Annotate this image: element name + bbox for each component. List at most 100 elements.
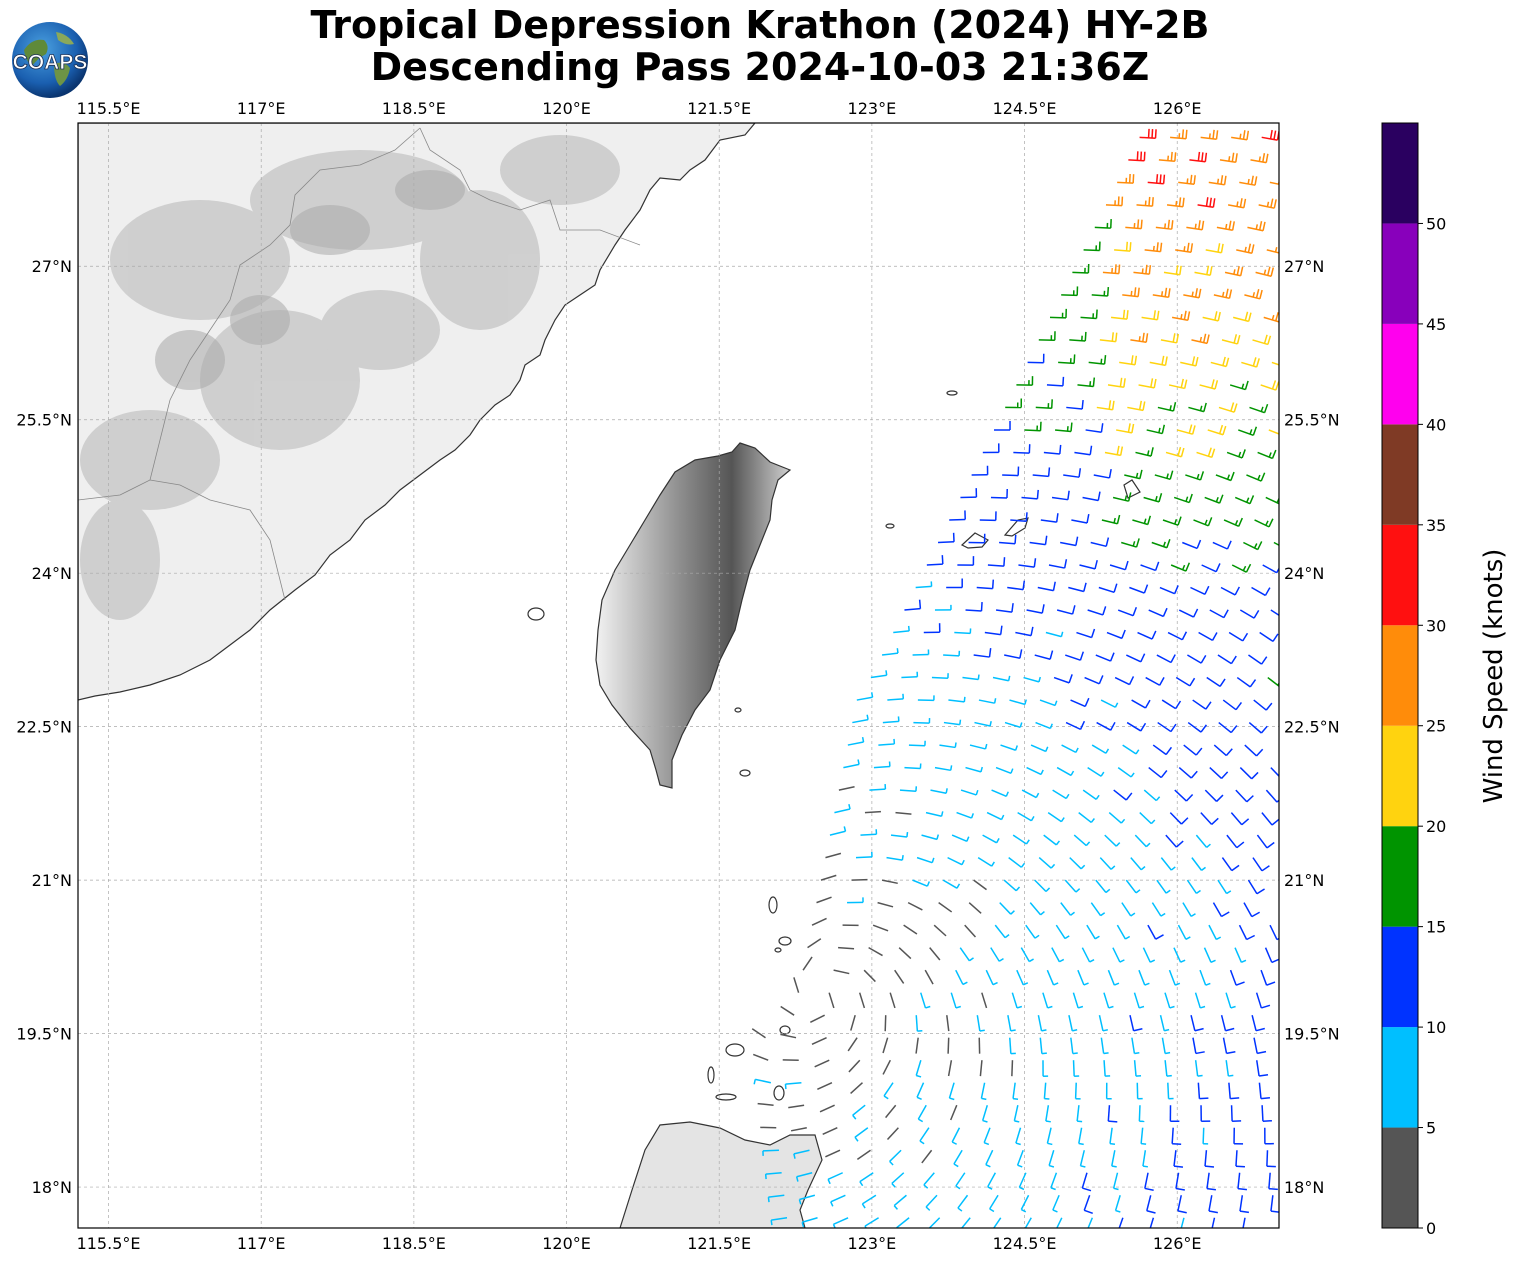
wind-barb: [1197, 197, 1216, 208]
lat-tick-label-right: 24°N: [1284, 564, 1324, 583]
wind-barb: [896, 1217, 910, 1228]
lon-tick-label-bottom: 120°E: [542, 1234, 591, 1253]
wind-barb: [1055, 924, 1070, 940]
wind-barb: [1078, 1127, 1084, 1146]
wind-barb: [850, 1082, 863, 1094]
wind-barb: [1079, 559, 1098, 570]
wind-barb: [1061, 286, 1079, 297]
wind-barb: [1239, 1195, 1250, 1214]
lon-tick-label-bottom: 124.5°E: [993, 1234, 1057, 1253]
wind-barb: [1200, 812, 1219, 825]
wind-barb: [1074, 445, 1093, 456]
wind-barb: [1034, 879, 1051, 893]
wind-barb: [1021, 489, 1039, 500]
wind-barb: [1241, 357, 1260, 368]
wind-barb: [807, 938, 822, 949]
wind-barb: [1072, 1060, 1080, 1077]
wind-barb: [1121, 902, 1136, 917]
wind-barb: [1025, 924, 1040, 939]
wind-barb: [1268, 1172, 1278, 1191]
wind-barb: [981, 1105, 989, 1123]
wind-barb: [1158, 151, 1177, 162]
wind-barb: [1251, 586, 1271, 597]
wind-barb: [1042, 992, 1053, 1009]
wind-barb: [1209, 609, 1229, 619]
wind-barb: [883, 1082, 894, 1100]
wind-barb: [1017, 811, 1035, 822]
wind-barb: [1121, 538, 1140, 548]
wind-barb: [856, 1149, 871, 1160]
title-line-2: Descending Pass 2024-10-03 21:36Z: [370, 45, 1150, 89]
wind-barb: [951, 834, 970, 842]
wind-barb: [1183, 288, 1202, 299]
wind-barb: [1255, 992, 1271, 1009]
wind-barb: [1192, 1037, 1205, 1055]
wind-barb: [817, 1082, 833, 1090]
wind-barb: [1009, 699, 1027, 706]
wind-barb: [1203, 947, 1216, 963]
lon-tick-label-bottom: 118.5°E: [382, 1234, 446, 1253]
wind-barb: [1230, 1105, 1242, 1122]
wind-barb: [923, 1172, 935, 1189]
wind-barb: [1109, 1127, 1116, 1145]
wind-barb: [1066, 399, 1084, 410]
wind-barb: [1002, 466, 1020, 477]
wind-barb: [1144, 242, 1163, 253]
wind-barb: [929, 947, 941, 961]
wind-barb: [886, 1127, 899, 1140]
wind-barb: [1263, 312, 1279, 323]
wind-barb: [1056, 1217, 1063, 1228]
wind-barb: [1225, 1060, 1234, 1077]
wind-barb: [852, 714, 869, 724]
wind-barb: [979, 1060, 983, 1077]
wind-barb: [1175, 1172, 1185, 1191]
colorbar-label: Wind Speed (knots): [1479, 549, 1509, 804]
wind-barb: [1114, 1195, 1121, 1213]
wind-barb: [1213, 288, 1233, 300]
wind-barb: [987, 1172, 997, 1190]
wind-barb: [1159, 585, 1179, 595]
wind-barb: [828, 992, 835, 1009]
lat-tick-label-left: 25.5°N: [16, 411, 72, 430]
wind-barb: [1194, 265, 1213, 276]
wind-barb: [942, 879, 961, 889]
wind-barb: [882, 716, 900, 724]
colorbar-tick-label: 15: [1426, 918, 1446, 937]
wind-barb: [989, 1194, 999, 1213]
wind-barb: [1079, 1150, 1086, 1168]
wind-barb: [924, 969, 934, 985]
wind-barb: [1016, 969, 1029, 986]
wind-barb: [1193, 517, 1213, 527]
lat-tick-label-right: 27°N: [1284, 257, 1324, 276]
wind-barb: [915, 1015, 923, 1032]
wind-barb: [1080, 309, 1098, 320]
wind-barb: [1147, 924, 1164, 940]
wind-barb: [819, 1104, 835, 1113]
wind-barb: [1261, 812, 1279, 826]
colorbar-tick-label: 5: [1426, 1119, 1436, 1138]
wind-barb: [1220, 586, 1240, 596]
wind-barb: [1096, 721, 1116, 731]
wind-barb: [847, 736, 865, 746]
lon-tick-label-top: 126°E: [1153, 99, 1202, 118]
wind-barb: [1030, 744, 1049, 753]
wind-barb: [999, 534, 1017, 545]
wind-barb: [1215, 471, 1235, 482]
wind-barb: [1007, 1015, 1016, 1032]
wind-barb: [1093, 468, 1112, 479]
wind-barb: [1008, 857, 1026, 868]
wind-barb: [887, 693, 905, 701]
wind-barb: [978, 698, 997, 704]
wind-barb: [1270, 767, 1279, 778]
colorbar-bin: [1382, 223, 1418, 324]
wind-barb: [968, 533, 986, 544]
wind-barb: [1046, 969, 1059, 986]
wind-barb: [1236, 676, 1257, 688]
wind-barb: [1155, 219, 1174, 230]
wind-barb: [976, 579, 995, 590]
wind-barb: [1127, 400, 1146, 412]
wind-barb: [898, 947, 912, 960]
wind-barb: [1068, 582, 1087, 593]
wind-barb: [1229, 380, 1249, 391]
